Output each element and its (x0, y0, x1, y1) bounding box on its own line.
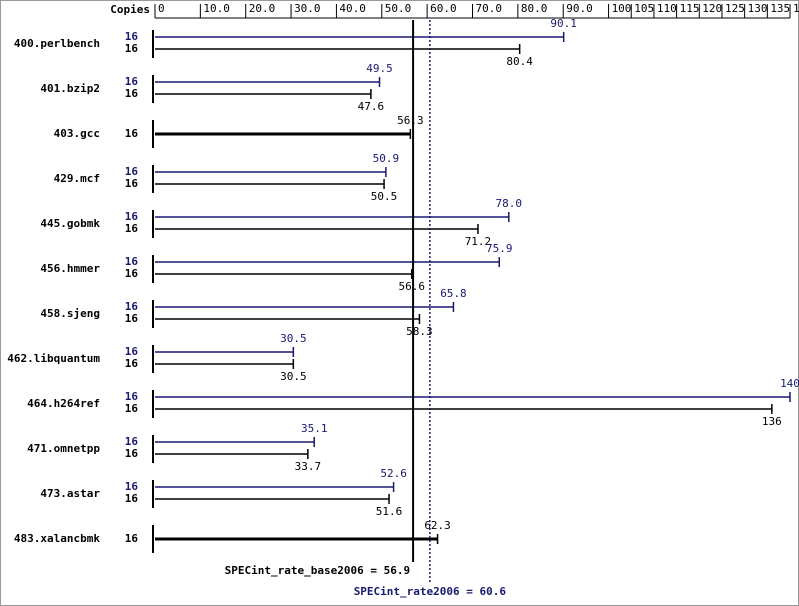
copies-label: 16 (125, 390, 139, 403)
copies-label: 16 (125, 30, 139, 43)
x-tick-label: 125 (725, 2, 745, 15)
summary-name: SPECint_rate2006 = (354, 585, 474, 598)
benchmark-label: 483.xalancbmk (14, 532, 100, 545)
copies-label: 16 (125, 87, 139, 100)
value-label: 51.6 (376, 505, 403, 518)
summary-value: 60.6 (480, 585, 507, 598)
benchmark-label: 429.mcf (54, 172, 100, 185)
copies-label: 16 (125, 177, 139, 190)
value-label: 136 (762, 415, 782, 428)
x-tick-label: 135 (770, 2, 790, 15)
x-tick-label: 60.0 (430, 2, 457, 15)
x-tick-label: 130 (748, 2, 768, 15)
copies-label: 16 (125, 532, 139, 545)
value-label: 78.0 (496, 197, 523, 210)
copies-label: 16 (125, 480, 139, 493)
x-tick-label: 70.0 (476, 2, 503, 15)
value-label: 80.4 (506, 55, 533, 68)
value-label: 50.5 (371, 190, 398, 203)
copies-label: 16 (125, 300, 139, 313)
copies-label: 16 (125, 75, 139, 88)
copies-label: 16 (125, 222, 139, 235)
value-label: 52.6 (380, 467, 407, 480)
value-label: 58.3 (406, 325, 433, 338)
x-tick-label: 120 (702, 2, 722, 15)
x-tick-label: 10.0 (203, 2, 230, 15)
value-label: 56.3 (397, 114, 424, 127)
copies-label: 16 (125, 255, 139, 268)
x-tick-label: 105 (634, 2, 654, 15)
summary-label: SPECint_rate2006 = 60.6 (354, 585, 507, 598)
value-label: 90.1 (550, 17, 577, 30)
x-tick-label: 30.0 (294, 2, 321, 15)
value-label: 65.8 (440, 287, 467, 300)
copies-label: 16 (125, 447, 139, 460)
benchmark-label: 458.sjeng (40, 307, 100, 320)
copies-label: 16 (125, 357, 139, 370)
x-tick-label: 0 (158, 2, 165, 15)
x-tick-label: 90.0 (566, 2, 593, 15)
copies-label: 16 (125, 435, 139, 448)
benchmark-label: 403.gcc (54, 127, 100, 140)
x-tick-label: 115 (680, 2, 700, 15)
value-label: 30.5 (280, 332, 307, 345)
benchmark-label: 456.hmmer (40, 262, 100, 275)
x-tick-label: 80.0 (521, 2, 548, 15)
benchmark-label: 400.perlbench (14, 37, 100, 50)
value-label: 71.2 (465, 235, 492, 248)
value-label: 33.7 (295, 460, 322, 473)
value-label: 75.9 (486, 242, 513, 255)
copies-label: 16 (125, 492, 139, 505)
copies-header: Copies (110, 3, 150, 16)
benchmark-label: 445.gobmk (40, 217, 100, 230)
summary-value: 56.9 (384, 564, 411, 577)
copies-label: 16 (125, 127, 139, 140)
summary-name: SPECint_rate_base2006 = (225, 564, 378, 577)
copies-label: 16 (125, 165, 139, 178)
x-tick-label: 50.0 (385, 2, 412, 15)
copies-label: 16 (125, 267, 139, 280)
value-label: 49.5 (366, 62, 393, 75)
x-tick-label: 110 (657, 2, 677, 15)
copies-label: 16 (125, 402, 139, 415)
x-tick-label: 40.0 (339, 2, 366, 15)
value-label: 47.6 (358, 100, 385, 113)
copies-label: 16 (125, 345, 139, 358)
value-label: 50.9 (373, 152, 400, 165)
x-tick-label: 140 (793, 2, 799, 15)
x-tick-label: 100 (612, 2, 632, 15)
value-label: 30.5 (280, 370, 307, 383)
benchmark-label: 471.omnetpp (27, 442, 100, 455)
benchmark-label: 464.h264ref (27, 397, 100, 410)
summary-label: SPECint_rate_base2006 = 56.9 (225, 564, 410, 577)
benchmark-label: 401.bzip2 (40, 82, 100, 95)
value-label: 140 (780, 377, 799, 390)
value-label: 56.6 (398, 280, 425, 293)
benchmark-label: 462.libquantum (7, 352, 100, 365)
copies-label: 16 (125, 42, 139, 55)
copies-label: 16 (125, 312, 139, 325)
benchmark-label: 473.astar (40, 487, 100, 500)
value-label: 35.1 (301, 422, 328, 435)
value-label: 62.3 (424, 519, 451, 532)
copies-label: 16 (125, 210, 139, 223)
x-tick-label: 20.0 (249, 2, 276, 15)
